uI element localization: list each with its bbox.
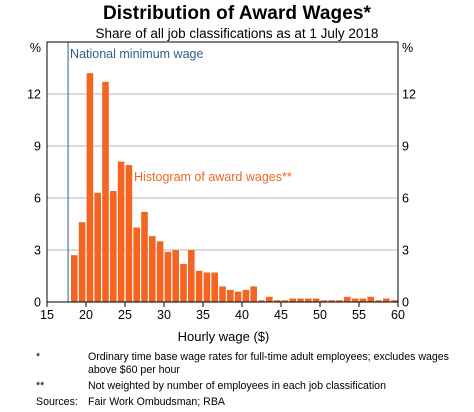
bar-34 (195, 270, 203, 302)
y-left-tick-label-0: 0 (34, 296, 41, 310)
bar-25 (125, 165, 133, 302)
y-left-tick-label-12: 12 (27, 88, 41, 102)
footnote-2: ** Not weighted by number of employees i… (36, 380, 466, 393)
bar-45 (281, 300, 289, 302)
bar-30 (164, 251, 172, 302)
x-tick-label-40: 40 (235, 308, 249, 322)
bar-37 (219, 286, 226, 302)
footnote-2-text: Not weighted by number of employees in e… (88, 380, 386, 392)
y-left-tick-label-6: 6 (34, 192, 41, 206)
y-left-tick-label-9: 9 (34, 140, 41, 154)
bar-50 (320, 300, 328, 302)
bar-57 (375, 300, 382, 302)
bar-33 (188, 250, 195, 302)
bar-31 (172, 250, 179, 302)
bar-53 (344, 296, 351, 302)
sources-label: Sources: (36, 396, 78, 408)
plot-frame (46, 41, 399, 303)
bar-40 (242, 289, 250, 302)
bar-35 (203, 272, 211, 302)
y-right-tick-label-3: 3 (402, 244, 409, 258)
bar-51 (328, 300, 335, 302)
x-axis-label: Hourly wage ($) (178, 329, 270, 344)
bar-44 (273, 300, 281, 302)
x-tick-label-50: 50 (313, 308, 327, 322)
bar-28 (149, 236, 156, 302)
bar-32 (180, 263, 187, 302)
footnotes: * Ordinary time base wage rates for full… (36, 351, 466, 412)
sources-row: Sources: Fair Work Ombudsman; RBA (36, 396, 466, 409)
y-right-unit: % (402, 41, 413, 55)
histogram-label: Histogram of award wages** (134, 170, 292, 184)
footnote-2-mark: ** (36, 380, 45, 392)
bar-49 (312, 298, 320, 302)
chart-title: Distribution of Award Wages* (102, 3, 372, 24)
x-tick-label-45: 45 (274, 308, 288, 322)
bar-38 (227, 289, 234, 302)
bar-42 (258, 300, 265, 302)
x-tick-label-20: 20 (79, 308, 93, 322)
bar-48 (305, 298, 312, 302)
y-right-tick-label-0: 0 (402, 296, 409, 310)
x-tick-label-25: 25 (118, 308, 132, 322)
bar-27 (141, 211, 148, 302)
bar-20 (86, 73, 94, 302)
x-tick-label-30: 30 (157, 308, 171, 322)
bar-18 (71, 255, 78, 302)
x-tick-label-60: 60 (391, 308, 405, 322)
y-right-tick-label-6: 6 (402, 192, 409, 206)
bar-24 (117, 161, 125, 302)
x-tick-label-55: 55 (352, 308, 366, 322)
bar-47 (297, 298, 304, 302)
y-left-tick-label-3: 3 (34, 244, 41, 258)
y-right-tick-label-9: 9 (402, 140, 409, 154)
bar-58 (383, 298, 390, 302)
bar-59 (390, 300, 398, 302)
footnote-1-mark: * (36, 351, 41, 363)
bar-19 (78, 222, 86, 302)
bar-39 (234, 291, 242, 302)
footnote-1-text: Ordinary time base wage rates for full-t… (88, 351, 449, 376)
bar-22 (102, 81, 109, 302)
x-tick-label-35: 35 (196, 308, 210, 322)
footnote-1: * Ordinary time base wage rates for full… (36, 351, 466, 377)
bar-29 (156, 241, 164, 302)
y-left-unit: % (30, 41, 41, 55)
bar-55 (359, 298, 367, 302)
bar-36 (211, 272, 218, 302)
bar-46 (289, 298, 296, 302)
bar-56 (367, 296, 374, 302)
minimum-wage-label: National minimum wage (70, 47, 203, 61)
y-right-tick-label-12: 12 (402, 88, 416, 102)
bar-41 (250, 286, 257, 302)
sources-text: Fair Work Ombudsman; RBA (88, 396, 225, 408)
bar-23 (110, 191, 117, 302)
bar-21 (94, 192, 101, 302)
bar-43 (266, 296, 273, 302)
bar-54 (351, 298, 359, 302)
bar-52 (336, 300, 343, 302)
x-tick-label-15: 15 (40, 308, 54, 322)
bar-26 (133, 227, 140, 302)
histogram-chart: National minimum wage Histogram of award … (27, 41, 416, 344)
chart-subtitle: Share of all job classifications as at 1… (95, 26, 379, 41)
